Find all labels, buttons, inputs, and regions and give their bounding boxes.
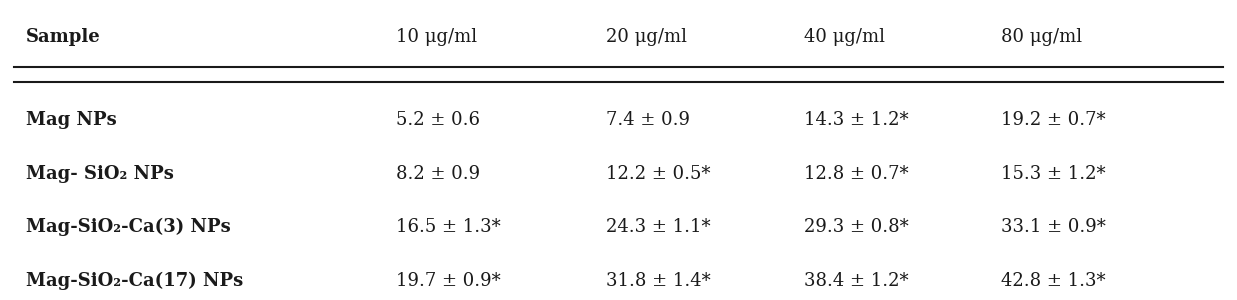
Text: 15.3 ± 1.2*: 15.3 ± 1.2* <box>1001 165 1106 183</box>
Text: 19.7 ± 0.9*: 19.7 ± 0.9* <box>396 272 501 290</box>
Text: 20 μg/ml: 20 μg/ml <box>606 28 688 46</box>
Text: 19.2 ± 0.7*: 19.2 ± 0.7* <box>1001 111 1106 129</box>
Text: 24.3 ± 1.1*: 24.3 ± 1.1* <box>606 218 711 236</box>
Text: Sample: Sample <box>26 28 101 46</box>
Text: 7.4 ± 0.9: 7.4 ± 0.9 <box>606 111 690 129</box>
Text: 12.2 ± 0.5*: 12.2 ± 0.5* <box>606 165 711 183</box>
Text: 33.1 ± 0.9*: 33.1 ± 0.9* <box>1001 218 1106 236</box>
Text: 42.8 ± 1.3*: 42.8 ± 1.3* <box>1001 272 1106 290</box>
Text: 14.3 ± 1.2*: 14.3 ± 1.2* <box>804 111 908 129</box>
Text: 80 μg/ml: 80 μg/ml <box>1001 28 1082 46</box>
Text: 5.2 ± 0.6: 5.2 ± 0.6 <box>396 111 480 129</box>
Text: 8.2 ± 0.9: 8.2 ± 0.9 <box>396 165 480 183</box>
Text: Mag-SiO₂-Ca(17) NPs: Mag-SiO₂-Ca(17) NPs <box>26 272 244 290</box>
Text: 31.8 ± 1.4*: 31.8 ± 1.4* <box>606 272 711 290</box>
Text: 12.8 ± 0.7*: 12.8 ± 0.7* <box>804 165 908 183</box>
Text: 29.3 ± 0.8*: 29.3 ± 0.8* <box>804 218 908 236</box>
Text: Mag NPs: Mag NPs <box>26 111 116 129</box>
Text: 16.5 ± 1.3*: 16.5 ± 1.3* <box>396 218 501 236</box>
Text: 38.4 ± 1.2*: 38.4 ± 1.2* <box>804 272 908 290</box>
Text: Mag- SiO₂ NPs: Mag- SiO₂ NPs <box>26 165 174 183</box>
Text: 10 μg/ml: 10 μg/ml <box>396 28 477 46</box>
Text: Mag-SiO₂-Ca(3) NPs: Mag-SiO₂-Ca(3) NPs <box>26 218 231 236</box>
Text: 40 μg/ml: 40 μg/ml <box>804 28 884 46</box>
